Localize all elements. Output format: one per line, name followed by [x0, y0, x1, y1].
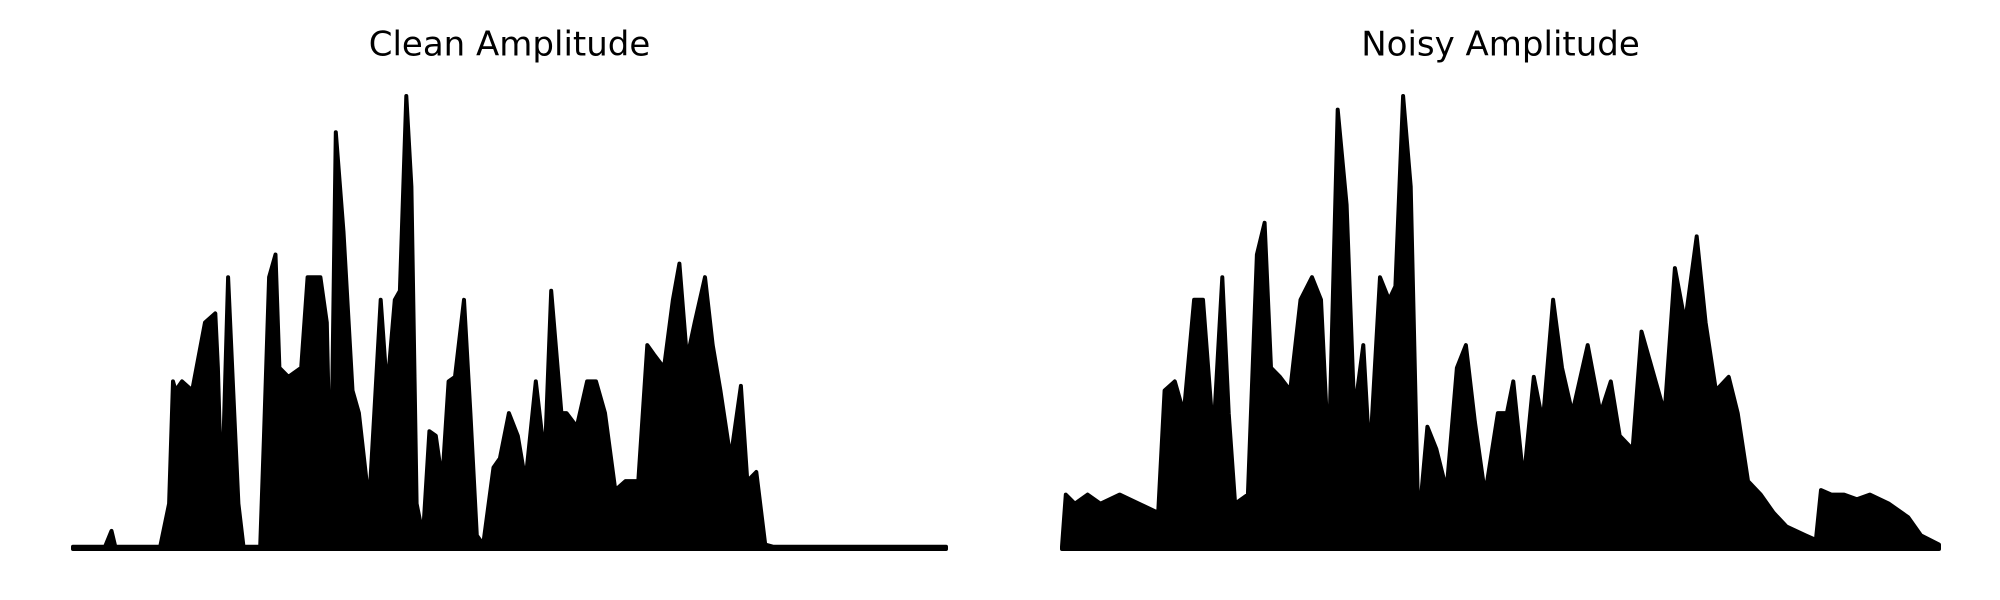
chart-title: Noisy Amplitude	[1361, 25, 1640, 65]
amplitude-area	[71, 94, 948, 551]
chart-title: Clean Amplitude	[369, 25, 651, 65]
amplitude-area	[1060, 94, 1941, 551]
